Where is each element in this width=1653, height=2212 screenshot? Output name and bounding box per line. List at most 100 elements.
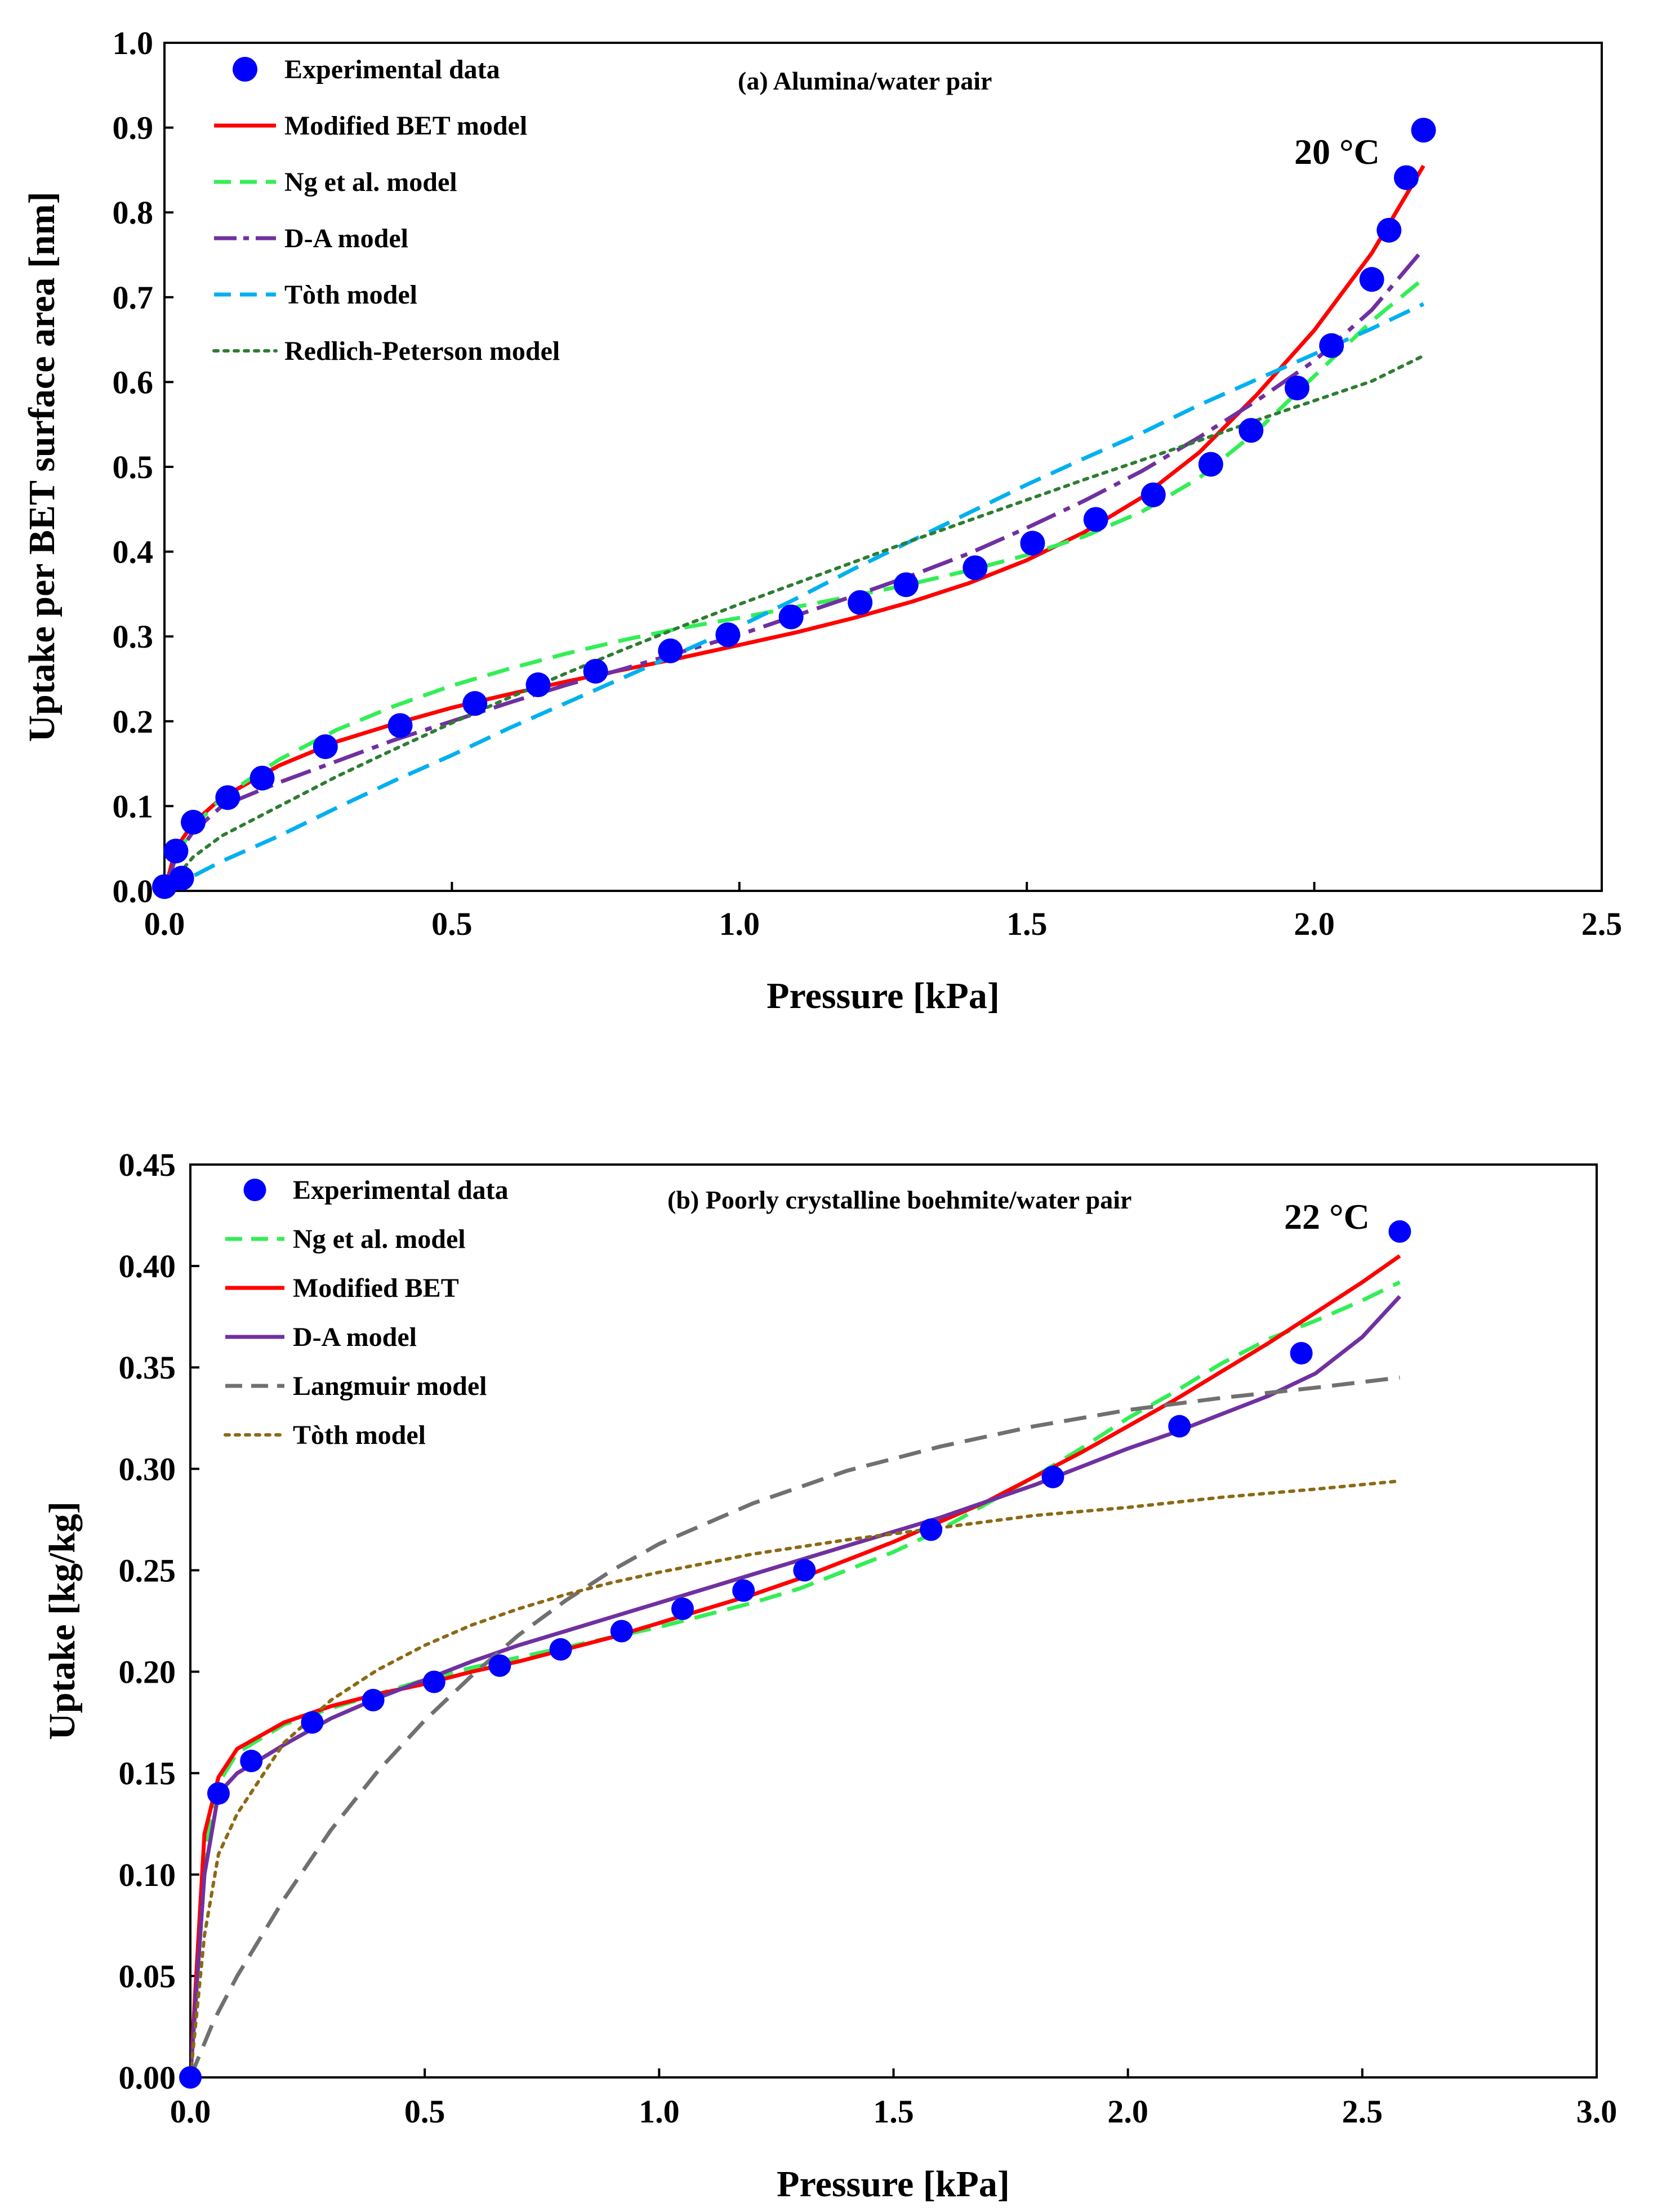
temperature-label-b: 22 °C	[1284, 1197, 1370, 1237]
x-tick-label-b: 2.0	[1107, 2093, 1148, 2130]
legend-a: Experimental data Modified BET model Ng et…	[212, 55, 560, 366]
data-point-a	[249, 765, 275, 791]
data-point-a	[893, 572, 919, 597]
data-point-b	[179, 2066, 202, 2089]
axis-ticks-b: 0.0 0.5 1.0 1.5 2.0 2.5 3.0 0.00 0.05 0.10 0.15 0.2…	[119, 1147, 1618, 2130]
legend-label-t-th-model: Tòth model	[293, 1420, 426, 1450]
x-tick-label-a: 0.0	[144, 906, 185, 942]
data-point-a	[1083, 507, 1108, 532]
data-point-a	[1140, 482, 1166, 507]
y-tick-label-a: 1.0	[113, 25, 154, 61]
y-tick-label-a: 0.1	[113, 788, 154, 824]
y-tick-label-b: 0.35	[119, 1349, 176, 1386]
temperature-label-a: 20 °C	[1294, 132, 1380, 172]
data-point-a	[181, 810, 206, 835]
panel-title-a: (a) Alumina/water pair	[738, 66, 992, 95]
data-point-a	[1319, 333, 1344, 358]
x-tick-label-b: 0.5	[404, 2093, 445, 2130]
y-tick-label-b: 0.05	[119, 1958, 176, 1995]
data-point-b	[362, 1688, 385, 1711]
data-point-b	[488, 1654, 511, 1677]
y-tick-label-b: 0.20	[119, 1654, 176, 1691]
data-point-b	[1168, 1415, 1191, 1438]
data-point-a	[1393, 165, 1419, 190]
x-tick-label-b: 1.5	[873, 2093, 914, 2130]
y-axis-title-a: Uptake per BET surface area [nm]	[21, 191, 63, 742]
data-point-a	[169, 866, 194, 891]
series-line-modified-bet-model	[164, 164, 1425, 891]
data-point-b	[671, 1597, 694, 1620]
y-tick-label-b: 0.45	[119, 1147, 176, 1183]
data-point-b	[301, 1711, 324, 1734]
x-axis-title-a: Pressure [kPa]	[767, 975, 1000, 1016]
y-tick-label-a: 0.9	[113, 110, 154, 146]
legend-label-modified-bet: Modified BET	[293, 1273, 459, 1303]
legend-label-experimental-data: Experimental data	[293, 1175, 509, 1205]
y-tick-label-b: 0.10	[119, 1857, 176, 1893]
y-tick-label-a: 0.0	[113, 873, 154, 909]
y-tick-label-a: 0.2	[113, 703, 154, 740]
data-point-a	[163, 839, 189, 864]
legend-swatch-experimental-data	[233, 57, 257, 82]
data-point-a	[778, 604, 804, 630]
y-tick-label-a: 0.5	[113, 449, 154, 485]
data-point-b	[920, 1518, 943, 1541]
data-point-a	[1411, 118, 1436, 143]
data-point-a	[583, 658, 608, 684]
legend-label-langmuir-model: Langmuir model	[293, 1371, 487, 1401]
y-axis-title-b: Uptake [kg/kg]	[42, 1501, 83, 1740]
x-tick-label-b: 3.0	[1576, 2093, 1618, 2130]
data-point-a	[658, 638, 683, 663]
x-tick-label-a: 1.0	[719, 906, 760, 942]
x-tick-label-a: 0.5	[431, 906, 473, 942]
series-line-t-th-model	[190, 1479, 1402, 2077]
y-tick-label-b: 0.40	[119, 1248, 176, 1285]
data-point-a	[313, 734, 338, 759]
data-point-a	[848, 590, 873, 615]
x-tick-label-a: 2.5	[1581, 906, 1623, 942]
data-point-b	[240, 1750, 263, 1773]
y-tick-label-a: 0.7	[113, 279, 154, 316]
legend-label-d-a-model: D-A model	[293, 1322, 417, 1352]
y-tick-label-b: 0.15	[119, 1755, 176, 1792]
y-tick-label-a: 0.4	[113, 534, 154, 570]
data-point-a	[462, 691, 488, 716]
data-point-b	[1290, 1342, 1313, 1365]
data-point-a	[1198, 452, 1223, 477]
panel-title-b: (b) Poorly crystalline boehmite/water pa…	[667, 1185, 1131, 1214]
data-point-b	[610, 1620, 633, 1643]
data-point-a	[1020, 530, 1045, 556]
x-tick-label-b: 0.0	[170, 2093, 211, 2130]
legend-label-t-th-model: Tòth model	[284, 280, 417, 310]
data-point-b	[207, 1782, 230, 1805]
data-point-b	[422, 1670, 445, 1693]
legend-label-modified-bet-model: Modified BET model	[284, 111, 527, 141]
x-tick-label-b: 1.0	[639, 2093, 680, 2130]
data-point-a	[715, 622, 741, 648]
x-tick-label-a: 1.5	[1006, 906, 1048, 942]
data-point-a	[387, 713, 413, 738]
panel-a: 0.0 0.5 1.0 1.5 2.0 2.5 0.0 0.1 0.2 0.3 0.4 0.5 0.6 0…	[21, 25, 1622, 1016]
legend-label-d-a-model: D-A model	[284, 224, 408, 253]
legend-b: Experimental data Ng et al. model Modified…	[224, 1175, 509, 1450]
series-line-ng-et-al-model	[164, 276, 1425, 891]
data-point-b	[1041, 1465, 1064, 1488]
data-point-a	[525, 672, 551, 698]
panel-b: 0.0 0.5 1.0 1.5 2.0 2.5 3.0 0.00 0.05 0.10 0.15 0.2…	[42, 1147, 1617, 2205]
legend-label-experimental-data: Experimental data	[284, 55, 500, 84]
data-point-a	[1376, 217, 1402, 243]
y-tick-label-b: 0.25	[119, 1552, 176, 1589]
series-line-langmuir-model	[190, 1375, 1400, 2077]
data-point-a	[1238, 418, 1264, 443]
x-tick-label-a: 2.0	[1294, 906, 1335, 942]
experimental-markers-b	[179, 1220, 1411, 2089]
x-axis-title-b: Pressure [kPa]	[777, 2164, 1010, 2205]
data-point-a	[963, 555, 988, 581]
axis-ticks-a: 0.0 0.5 1.0 1.5 2.0 2.5 0.0 0.1 0.2 0.3 0.4 0.5 0.6 0…	[113, 25, 1623, 942]
y-tick-label-a: 0.8	[113, 194, 154, 231]
experimental-markers-a	[152, 118, 1436, 899]
legend-swatch-experimental-data	[243, 1179, 266, 1201]
series-line-redlich-peterson-model	[164, 354, 1425, 891]
